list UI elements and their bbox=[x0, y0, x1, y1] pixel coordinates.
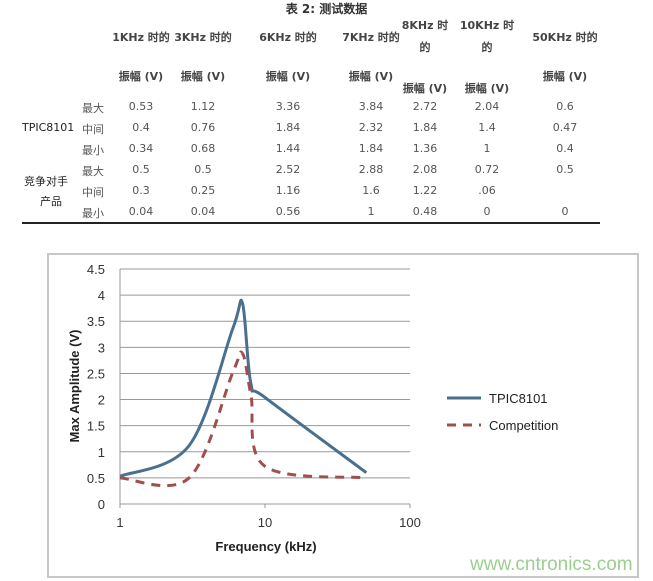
series-line-competition bbox=[119, 350, 367, 488]
table-cell: 2.04 bbox=[474, 100, 500, 113]
table-cell: 1.22 bbox=[412, 184, 438, 197]
row-label: 中间 bbox=[82, 123, 104, 136]
table-cell: 1.16 bbox=[275, 184, 301, 197]
column-header-unit: 振幅 (V) bbox=[402, 82, 448, 95]
column-header-unit: 振幅 (V) bbox=[348, 70, 394, 83]
table-cell: 0.76 bbox=[190, 121, 216, 134]
table-cell: 1.36 bbox=[412, 142, 438, 155]
table-cell: 2.52 bbox=[275, 163, 301, 176]
table-cell: 0.25 bbox=[190, 184, 216, 197]
table-cell: 0.5 bbox=[556, 163, 574, 176]
table-cell: 0.72 bbox=[474, 163, 500, 176]
column-header-unit: 振幅 (V) bbox=[464, 82, 510, 95]
table-cell: 1.6 bbox=[362, 184, 380, 197]
row-label: 最大 bbox=[82, 165, 104, 178]
series-line-tpic8101 bbox=[119, 298, 368, 478]
table-cell: 0 bbox=[483, 205, 491, 218]
table-cell: 2.88 bbox=[358, 163, 384, 176]
table-cell: 0.5 bbox=[132, 163, 150, 176]
table-cell: 1.12 bbox=[190, 100, 216, 113]
y-tick-label: 3 bbox=[98, 340, 105, 355]
column-header-unit: 振幅 (V) bbox=[265, 70, 311, 83]
row-label: 最大 bbox=[82, 102, 104, 115]
table-cell: 0.4 bbox=[132, 121, 150, 134]
table-title: 表 2: 测试数据 bbox=[285, 2, 368, 16]
column-header: 1KHz 时的 bbox=[112, 31, 170, 44]
column-header: 的 bbox=[419, 41, 431, 54]
table-cell: 0.6 bbox=[556, 100, 574, 113]
table-cell: 1.84 bbox=[412, 121, 438, 134]
column-header: 50KHz 时的 bbox=[532, 31, 598, 44]
table-cell: 1.44 bbox=[275, 142, 301, 155]
table-cell: 1.4 bbox=[478, 121, 496, 134]
column-header-unit: 振幅 (V) bbox=[118, 70, 164, 83]
table-cell: 0.56 bbox=[275, 205, 301, 218]
row-label: 中间 bbox=[82, 186, 104, 199]
y-axis-title: Max Amplitude (V) bbox=[67, 330, 82, 443]
chart-frame bbox=[47, 253, 639, 578]
table-cell: 0.3 bbox=[132, 184, 150, 197]
table-cell: 1.84 bbox=[358, 142, 384, 155]
column-header: 6KHz 时的 bbox=[259, 31, 317, 44]
x-axis-title: Frequency (kHz) bbox=[215, 539, 316, 554]
table-cell: 1 bbox=[483, 142, 491, 155]
table-bottom-rule bbox=[22, 222, 600, 224]
row-label: 最小 bbox=[82, 207, 104, 220]
table-cell: 0.5 bbox=[194, 163, 212, 176]
table-cell: 1 bbox=[367, 205, 375, 218]
table-cell: 3.36 bbox=[275, 100, 301, 113]
column-header-unit: 振幅 (V) bbox=[180, 70, 226, 83]
table-cell: 0.04 bbox=[128, 205, 154, 218]
column-header-unit: 振幅 (V) bbox=[542, 70, 588, 83]
x-tick-label: 100 bbox=[399, 515, 421, 530]
table-cell: 0.47 bbox=[552, 121, 578, 134]
watermark: www.cntronics.com bbox=[470, 554, 633, 575]
column-header: 10KHz 时 bbox=[459, 19, 515, 32]
table-cell: 2.32 bbox=[358, 121, 384, 134]
table-cell: 0.53 bbox=[128, 100, 154, 113]
y-tick-label: 0.5 bbox=[87, 471, 105, 486]
row-group-label: 产品 bbox=[40, 195, 62, 208]
table-cell: 0 bbox=[561, 205, 569, 218]
table-cell: 2.72 bbox=[412, 100, 438, 113]
column-header: 的 bbox=[481, 41, 493, 54]
y-tick-label: 0 bbox=[98, 497, 105, 512]
x-tick-label: 10 bbox=[258, 515, 272, 530]
y-tick-label: 1.5 bbox=[87, 419, 105, 434]
row-label: 最小 bbox=[82, 144, 104, 157]
table-cell: 2.08 bbox=[412, 163, 438, 176]
table-cell: 1.84 bbox=[275, 121, 301, 134]
y-tick-label: 2 bbox=[98, 393, 105, 408]
row-group-label: 竞争对手 bbox=[24, 175, 68, 188]
table-cell: 3.84 bbox=[358, 100, 384, 113]
y-tick-label: 4 bbox=[98, 288, 105, 303]
column-header: 7KHz 时的 bbox=[342, 31, 400, 44]
table-cell: 0.48 bbox=[412, 205, 438, 218]
x-tick-label: 1 bbox=[116, 515, 123, 530]
legend-label: TPIC8101 bbox=[489, 391, 548, 406]
y-tick-label: 3.5 bbox=[87, 314, 105, 329]
table-cell: 0.68 bbox=[190, 142, 216, 155]
column-header: 8KHz 时 bbox=[401, 19, 449, 32]
y-tick-label: 2.5 bbox=[87, 366, 105, 381]
legend-label: Competition bbox=[489, 418, 558, 433]
table-cell: 0.34 bbox=[128, 142, 154, 155]
column-header: 3KHz 时的 bbox=[174, 31, 232, 44]
table-cell: 0.4 bbox=[556, 142, 574, 155]
y-tick-label: 4.5 bbox=[87, 262, 105, 277]
table-cell: .06 bbox=[478, 184, 496, 197]
table-cell: 0.04 bbox=[190, 205, 216, 218]
y-tick-label: 1 bbox=[98, 445, 105, 460]
row-group-label: TPIC8101 bbox=[22, 121, 75, 134]
